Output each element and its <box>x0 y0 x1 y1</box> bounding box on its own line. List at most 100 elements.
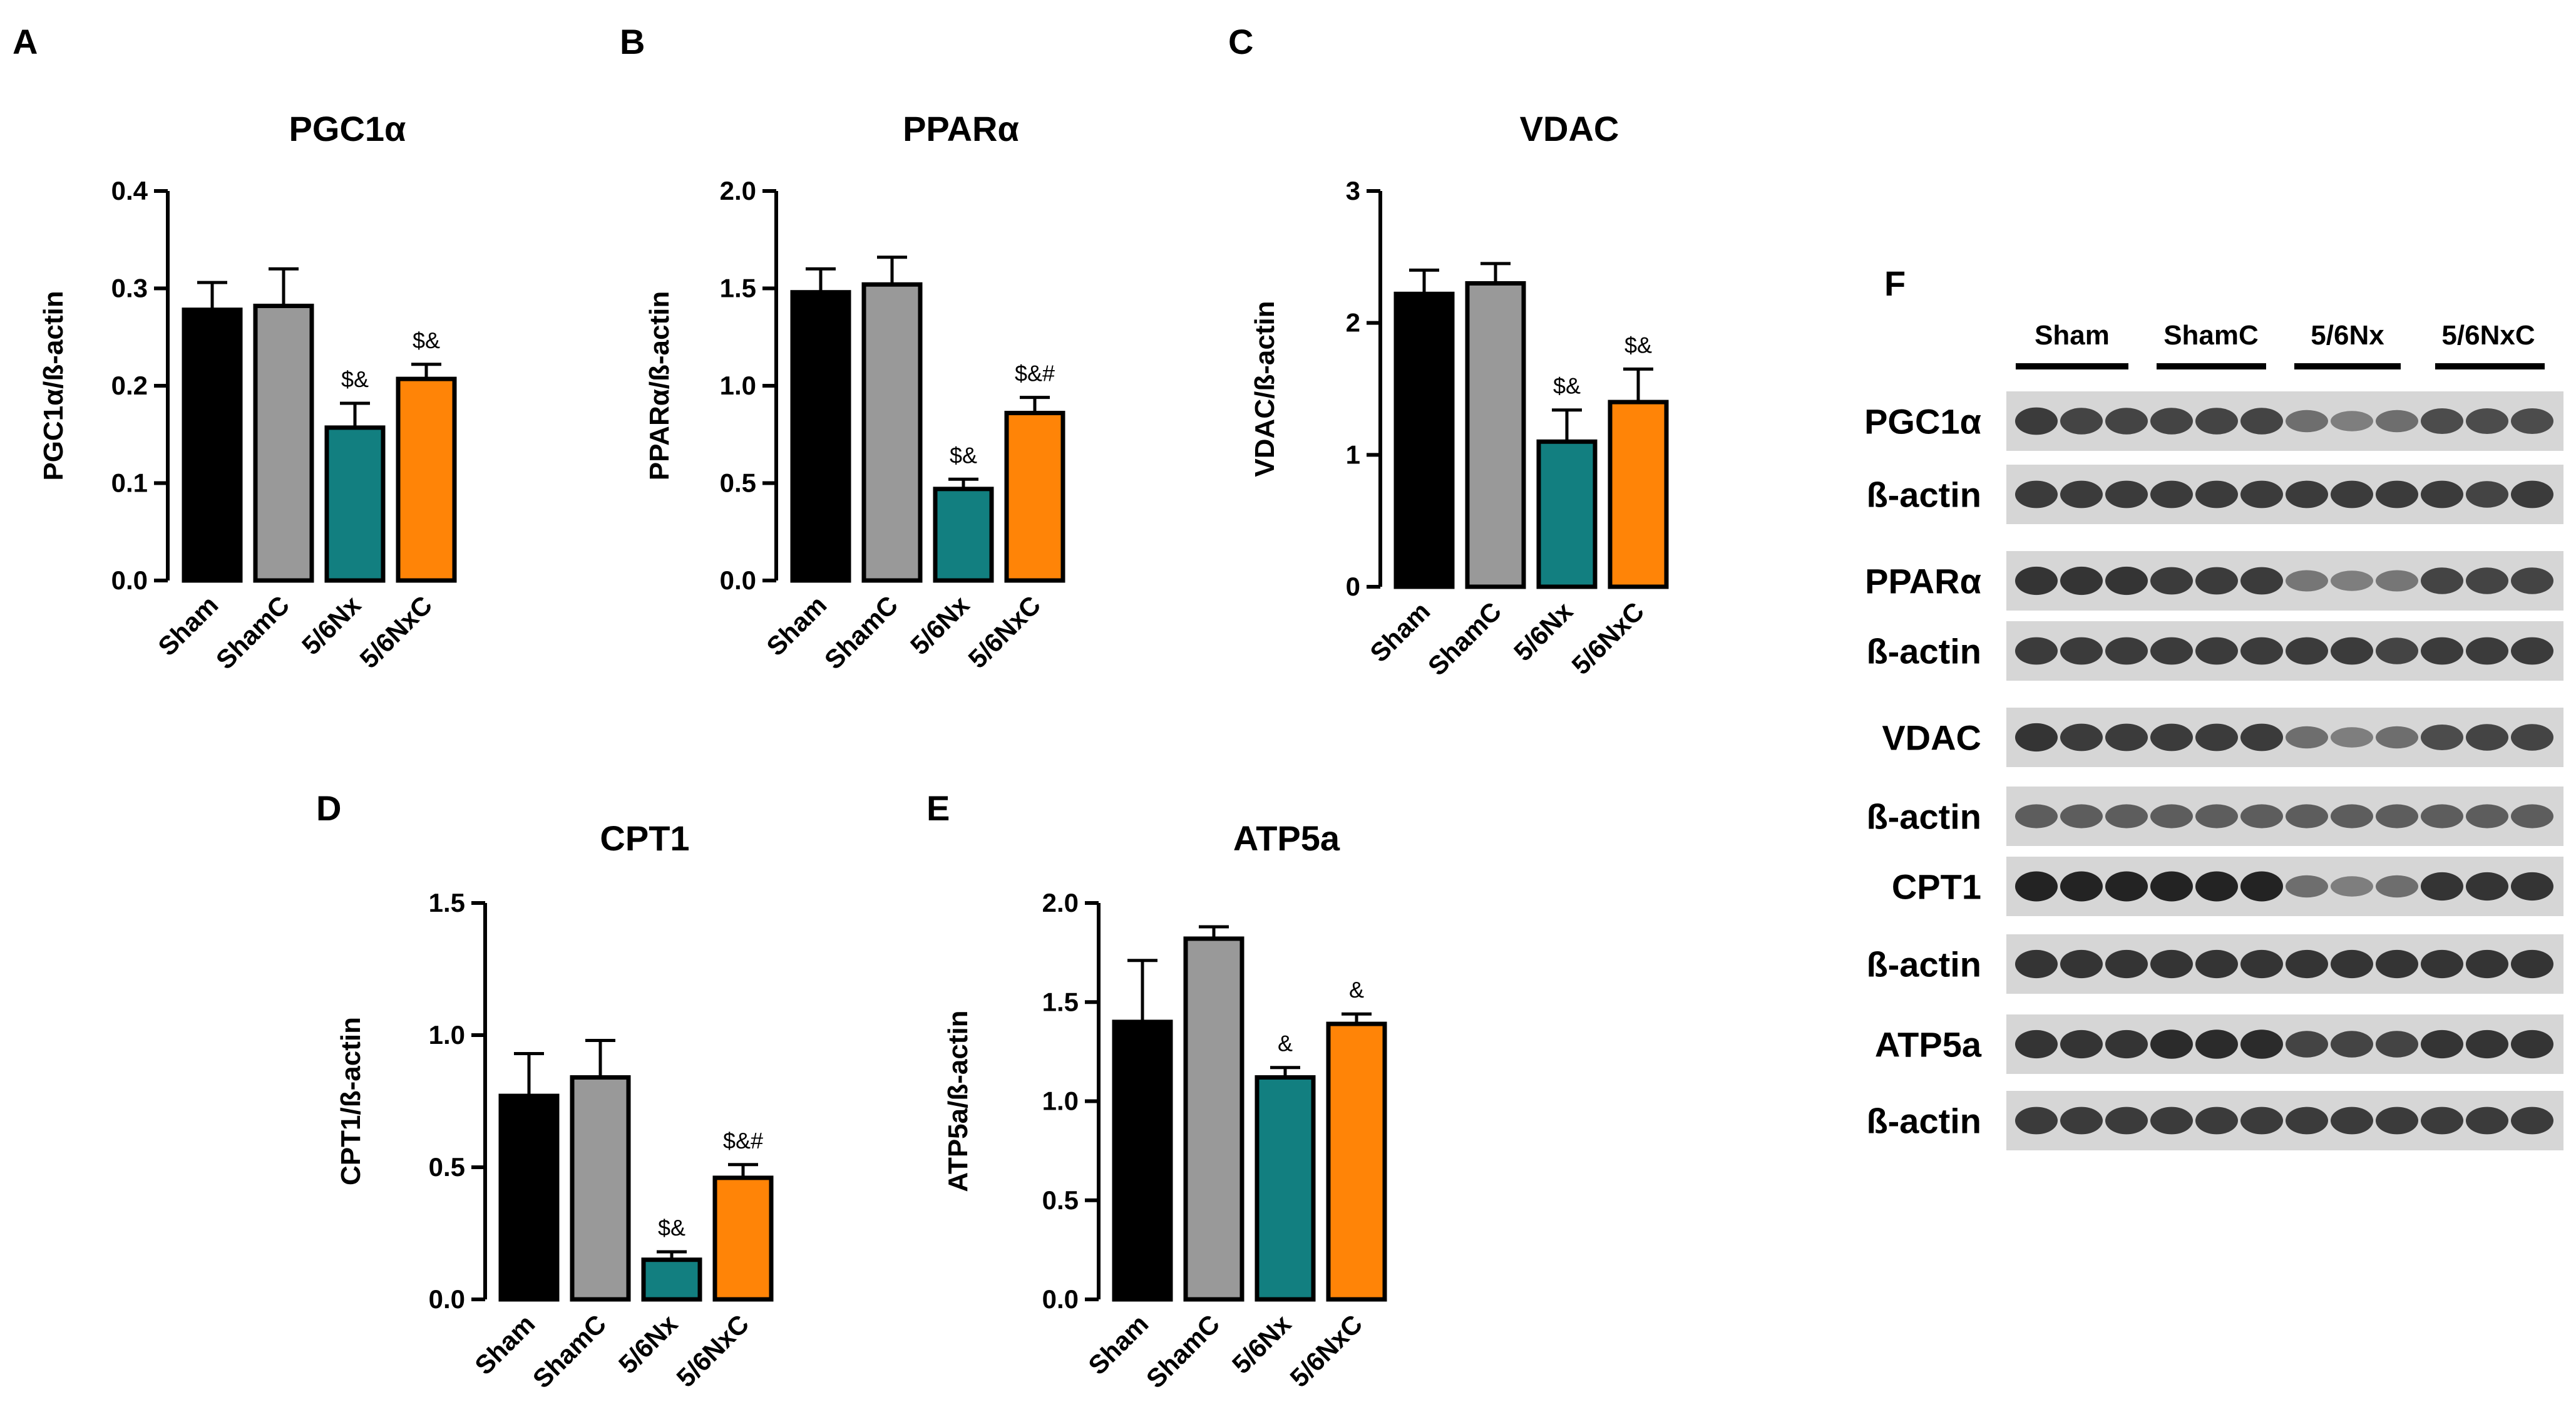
blot-band <box>2421 1029 2463 1059</box>
blot-band <box>2421 637 2463 665</box>
bar-5-6nxc <box>1004 411 1065 583</box>
x-tick-label: 5/6NxC <box>670 1309 754 1393</box>
blot-band <box>2060 1029 2103 1059</box>
blot-row-atp5a: ATP5a <box>1875 1014 2563 1074</box>
blot-band <box>2015 723 2058 752</box>
blot-band <box>2421 804 2463 828</box>
blot-band <box>2105 566 2148 596</box>
blot-band <box>2511 408 2553 434</box>
chart-title: PGC1α <box>289 109 406 148</box>
y-axis-label: PPARα/ß-actin <box>644 291 675 480</box>
blot-row-label: PGC1α <box>1864 402 1981 441</box>
blot-band <box>2195 567 2238 595</box>
blot-band <box>2331 637 2373 665</box>
significance-label: & <box>1278 1031 1293 1056</box>
y-axis-label: PGC1α/ß-actin <box>38 291 69 480</box>
panel-letter: F <box>1884 264 1906 303</box>
blot-band <box>2015 871 2058 902</box>
blot-row-label: ATP5a <box>1875 1025 1982 1065</box>
bar-5-6nx <box>641 1257 702 1302</box>
panel-letter: A <box>13 22 38 61</box>
blot-band <box>2511 1029 2553 1059</box>
blot-band <box>2150 949 2193 979</box>
blot-band <box>2150 1107 2193 1135</box>
blot-band <box>2015 1029 2058 1059</box>
blot-band <box>2511 480 2553 508</box>
blot-row-label: ß-actin <box>1866 945 1981 984</box>
blot-band <box>2466 408 2508 434</box>
blot-row-actin: ß-actin <box>1866 1091 2563 1150</box>
blot-band <box>2240 871 2283 902</box>
blot-band <box>2060 949 2103 979</box>
blot-band <box>2240 1107 2283 1135</box>
blot-band <box>2105 480 2148 508</box>
blot-band <box>2511 724 2553 751</box>
blot-band <box>2511 567 2553 594</box>
blot-band <box>2466 724 2508 751</box>
panel-letter: E <box>926 788 950 828</box>
blot-band <box>2060 637 2103 665</box>
blot-row-actin: ß-actin <box>1866 621 2563 681</box>
bar-shamc <box>1465 281 1526 589</box>
blot-band <box>2240 567 2283 595</box>
blot-band <box>2105 1107 2148 1135</box>
blot-row-label: VDAC <box>1882 718 1981 758</box>
y-tick-label: 2 <box>1346 308 1360 338</box>
blot-band <box>2286 410 2328 433</box>
blot-band <box>2376 570 2418 592</box>
y-tick-label: 1.5 <box>1042 987 1079 1016</box>
blot-band <box>2421 725 2463 750</box>
x-tick-label: ShamC <box>1141 1309 1226 1394</box>
blot-band <box>2376 410 2418 433</box>
blot-band <box>2105 408 2148 435</box>
bar-shamc <box>1183 936 1244 1302</box>
blot-band <box>2421 408 2463 434</box>
blot-band <box>2376 949 2418 979</box>
blot-row-label: ß-actin <box>1866 632 1981 671</box>
blot-band <box>2015 804 2058 828</box>
blot-group-label: Sham <box>2035 320 2110 351</box>
blot-band <box>2331 727 2373 748</box>
blot-row-actin: ß-actin <box>1866 787 2563 846</box>
blot-band <box>2466 567 2508 594</box>
y-tick-label: 2.0 <box>720 176 756 205</box>
blot-band <box>2105 804 2148 828</box>
blot-band <box>2286 480 2328 508</box>
blot-band <box>2376 1031 2418 1058</box>
chart-title: VDAC <box>1520 109 1619 148</box>
x-tick-label: 5/6Nx <box>1508 596 1579 667</box>
bar-sham <box>182 307 243 583</box>
y-tick-label: 0 <box>1346 572 1360 601</box>
blot-band <box>2060 566 2103 596</box>
blot-band <box>2511 1107 2553 1135</box>
blot-band <box>2421 949 2463 979</box>
blot-row-vdac: VDAC <box>1882 708 2563 767</box>
blot-band <box>2060 871 2103 902</box>
blot-band <box>2331 876 2373 897</box>
blot-band <box>2195 1107 2238 1135</box>
blot-band <box>2105 723 2148 751</box>
bar-sham <box>790 290 851 583</box>
blot-band <box>2150 637 2193 665</box>
blot-band <box>2240 480 2283 508</box>
y-tick-label: 0.0 <box>720 565 756 595</box>
y-tick-label: 0.0 <box>111 565 148 595</box>
blot-band <box>2240 723 2283 751</box>
bar-shamc <box>861 282 923 583</box>
chart-panel-b: BPPARαPPARα/ß-actin0.00.51.01.52.0ShamSh… <box>620 22 1065 675</box>
bar-5-6nx <box>1255 1075 1316 1302</box>
chart-title: PPARα <box>903 109 1019 148</box>
blot-band <box>2150 567 2193 595</box>
blot-row-cpt1: CPT1 <box>1892 857 2563 916</box>
chart-title: CPT1 <box>600 818 689 858</box>
blot-panel-f: F Sham ShamC 5/6Nx 5/6NxC PGC1α ß-actin PPARα ß-… <box>1864 264 2563 1150</box>
blot-band <box>2376 875 2418 898</box>
blot-band <box>2015 1107 2058 1135</box>
blot-band <box>2150 408 2193 435</box>
blot-band <box>2150 1029 2193 1059</box>
blot-band <box>2240 408 2283 435</box>
blot-band <box>2286 949 2328 979</box>
bar-sham <box>1393 291 1455 589</box>
x-tick-label: 5/6Nx <box>905 590 975 661</box>
